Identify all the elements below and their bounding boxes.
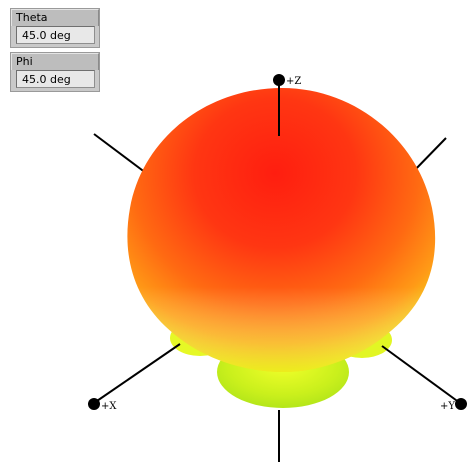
theta-label: Theta <box>11 9 99 26</box>
y-axis-label: +Y <box>440 401 455 412</box>
pattern-main-lobe-shade <box>127 88 436 372</box>
angle-controls-panel: Theta 45.0 deg Phi 45.0 deg <box>10 8 100 96</box>
theta-control: Theta 45.0 deg <box>10 8 100 48</box>
phi-value-field[interactable]: 45.0 deg <box>16 70 95 88</box>
z-axis-marker <box>273 74 285 86</box>
phi-label: Phi <box>11 53 99 70</box>
z-axis-label: +Z <box>286 76 301 87</box>
y-axis-line <box>381 345 461 404</box>
x-axis-line <box>93 343 181 404</box>
x-axis-marker <box>88 398 100 410</box>
x-axis-label: +X <box>101 401 117 412</box>
theta-value-field[interactable]: 45.0 deg <box>16 26 95 44</box>
y-axis-marker <box>455 398 467 410</box>
axis-line-back-left <box>93 133 151 177</box>
phi-control: Phi 45.0 deg <box>10 52 100 92</box>
